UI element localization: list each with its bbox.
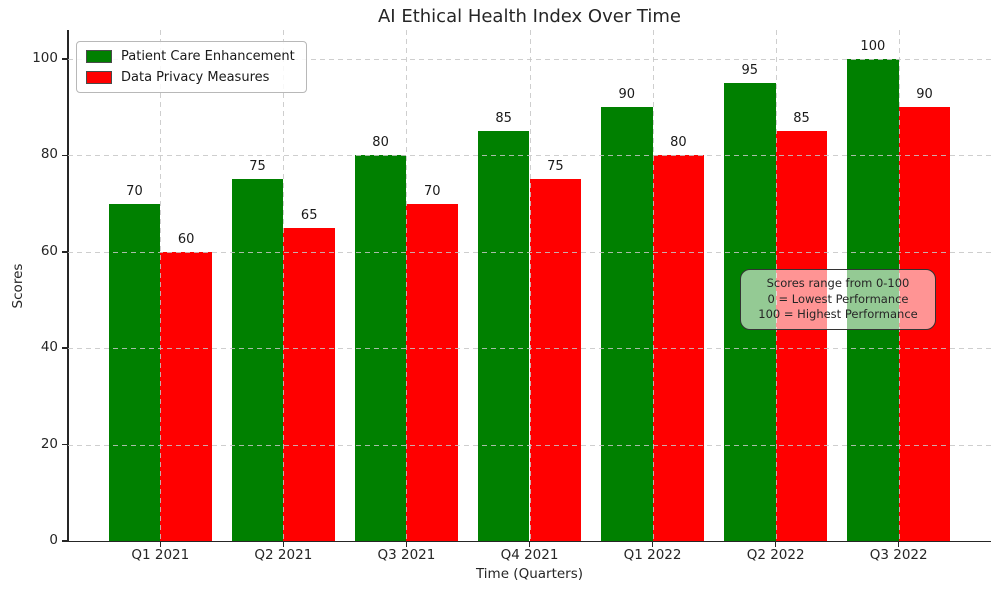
bar-value-label: 70 — [126, 183, 143, 199]
annotation-line-1: Scores range from 0-100 — [766, 276, 910, 290]
bar-value-label: 85 — [495, 111, 512, 127]
y-tick-label: 40 — [40, 339, 58, 356]
annotation-box: Scores range from 0-100 0 = Lowest Perfo… — [740, 269, 936, 330]
bar — [160, 251, 212, 541]
bar-value-label: 95 — [741, 63, 759, 79]
y-tick-label: 0 — [49, 532, 58, 548]
bar — [231, 179, 284, 541]
x-tick-label: Q4 2021 — [500, 547, 559, 563]
x-tick-label: Q3 2022 — [869, 547, 928, 563]
bar — [406, 203, 459, 541]
legend-label-patient-care: Patient Care Enhancement — [121, 49, 295, 64]
bar-value-label: 70 — [423, 183, 441, 199]
annotation-line-2: 0 = Lowest Performance — [767, 291, 909, 306]
y-tick-mark — [62, 347, 67, 349]
bar-value-label: 65 — [300, 207, 318, 223]
x-tick-mark — [282, 542, 285, 547]
bar — [477, 131, 530, 541]
bar-value-label: 75 — [249, 159, 266, 175]
x-tick-label: Q3 2021 — [377, 547, 436, 563]
bar — [652, 155, 705, 541]
bar-value-label: 85 — [793, 111, 810, 127]
bar — [775, 131, 828, 541]
legend-swatch-green — [86, 50, 112, 63]
legend-item-data-privacy: Data Privacy Measures — [86, 70, 295, 85]
bar-value-label: 100 — [860, 38, 886, 54]
x-tick-label: Q2 2021 — [254, 547, 313, 563]
bar — [600, 107, 653, 541]
y-tick-label: 60 — [40, 242, 58, 259]
bar — [529, 179, 582, 541]
x-tick-mark — [159, 542, 162, 547]
bar-value-label: 75 — [547, 159, 564, 175]
y-tick-mark — [62, 58, 67, 60]
x-tick-mark — [528, 542, 531, 547]
y-tick-mark — [62, 154, 67, 157]
y-tick-label: 20 — [40, 435, 58, 452]
y-tick-mark — [62, 251, 67, 253]
legend-label-data-privacy: Data Privacy Measures — [121, 70, 270, 85]
bar — [108, 203, 161, 541]
y-axis-spine — [67, 30, 69, 541]
x-tick-label: Q2 2022 — [746, 547, 805, 563]
y-tick-label: 100 — [32, 49, 58, 66]
legend-swatch-red — [86, 71, 112, 84]
x-tick-mark — [405, 542, 408, 547]
x-tick-label: Q1 2022 — [623, 547, 682, 563]
y-axis-label: Scores — [10, 263, 26, 309]
plot-area: 0 20 40 60 80 100 Q1 2021 70 60 Q2 2021 75 65 Q3 202… — [32, 30, 991, 563]
bar-value-label: 90 — [916, 87, 933, 103]
x-axis-label: Time (Quarters) — [475, 566, 584, 582]
annotation-line-3: 100 = Highest Performance — [758, 307, 918, 322]
x-tick-mark — [774, 542, 777, 547]
legend: Patient Care Enhancement Data Privacy Me… — [76, 41, 307, 93]
bar-value-label: 90 — [618, 87, 635, 103]
bar-value-label: 60 — [177, 231, 195, 247]
x-tick-mark — [651, 542, 654, 547]
x-tick-label: Q1 2021 — [131, 547, 190, 563]
legend-item-patient-care: Patient Care Enhancement — [86, 49, 295, 64]
y-tick-mark — [62, 540, 67, 542]
bar — [283, 227, 336, 541]
y-tick-mark — [62, 443, 67, 446]
bar-value-label: 80 — [670, 135, 687, 151]
y-tick-label: 80 — [40, 146, 58, 163]
x-tick-mark — [897, 542, 900, 547]
chart-title: AI Ethical Health Index Over Time — [377, 6, 681, 27]
bar-value-label: 80 — [372, 135, 389, 151]
bar — [354, 155, 407, 541]
x-axis-spine — [67, 540, 991, 542]
